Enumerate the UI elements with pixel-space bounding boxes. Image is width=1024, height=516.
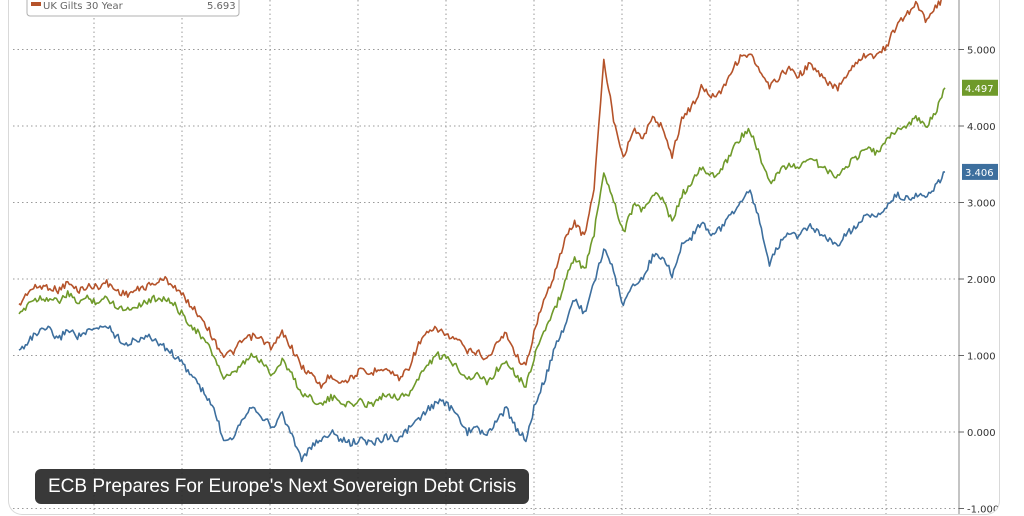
y-tick-label: 1.000 bbox=[967, 352, 996, 363]
tweet-image-frame: -1.000 0.000 1.000 2.000 3.000 4.000 5.000 UK … bbox=[8, 0, 1000, 515]
y-axis-ticks: -1.000 0.000 1.000 2.000 3.000 4.000 5.000 bbox=[959, 46, 999, 515]
legend-value: 5.693 bbox=[207, 1, 236, 12]
image-caption: ECB Prepares For Europe's Next Sovereign… bbox=[35, 469, 530, 504]
last-value-tag bbox=[962, 79, 998, 96]
chart-series bbox=[18, 0, 946, 463]
series-line bbox=[18, 171, 946, 463]
y-tick-label: 0.000 bbox=[967, 428, 996, 439]
last-value-tags: 4.497 3.406 bbox=[962, 79, 998, 180]
yield-chart: -1.000 0.000 1.000 2.000 3.000 4.000 5.000 UK … bbox=[13, 0, 999, 515]
y-tick-label: 3.000 bbox=[967, 199, 996, 210]
y-tick-label: 5.000 bbox=[967, 46, 996, 57]
legend-swatch bbox=[31, 2, 41, 6]
legend-box bbox=[26, 0, 240, 17]
y-tick-label: 2.000 bbox=[967, 275, 996, 286]
last-value-tag-label: 4.497 bbox=[965, 84, 994, 95]
series-line bbox=[18, 0, 942, 389]
last-value-tag bbox=[962, 163, 998, 180]
legend-label: UK Gilts 30 Year bbox=[43, 1, 124, 12]
y-tick-label: 4.000 bbox=[967, 122, 996, 133]
y-tick-label: -1.000 bbox=[967, 505, 999, 515]
chart-legend: UK Gilts 30 Year 5.693 bbox=[26, 0, 240, 17]
chart-grid bbox=[13, 0, 959, 514]
last-value-tag-label: 3.406 bbox=[965, 168, 994, 179]
series-line bbox=[18, 87, 946, 409]
